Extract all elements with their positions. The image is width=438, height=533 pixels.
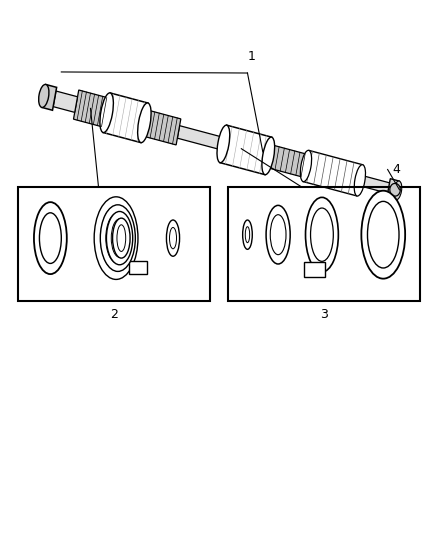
Ellipse shape <box>390 183 400 196</box>
Ellipse shape <box>266 205 290 264</box>
Ellipse shape <box>166 220 180 256</box>
Polygon shape <box>103 93 148 143</box>
Bar <box>304 262 325 277</box>
Ellipse shape <box>111 219 128 257</box>
Ellipse shape <box>113 218 130 258</box>
Ellipse shape <box>243 220 252 249</box>
Polygon shape <box>359 175 395 195</box>
Polygon shape <box>220 125 272 175</box>
Ellipse shape <box>106 212 133 265</box>
Ellipse shape <box>367 201 399 268</box>
Ellipse shape <box>311 208 333 261</box>
Text: 1: 1 <box>248 51 256 63</box>
Ellipse shape <box>245 227 250 243</box>
Ellipse shape <box>138 103 151 143</box>
Text: 3: 3 <box>320 308 328 321</box>
Polygon shape <box>177 126 225 150</box>
Polygon shape <box>74 90 110 127</box>
Ellipse shape <box>262 137 275 175</box>
Ellipse shape <box>34 202 67 274</box>
Ellipse shape <box>101 206 131 270</box>
Text: 4: 4 <box>392 163 400 176</box>
Polygon shape <box>42 85 57 110</box>
Ellipse shape <box>170 228 177 249</box>
Ellipse shape <box>39 84 49 108</box>
Polygon shape <box>303 150 363 196</box>
Bar <box>129 261 147 274</box>
Polygon shape <box>266 144 308 177</box>
Ellipse shape <box>39 213 61 263</box>
Ellipse shape <box>354 165 365 196</box>
Ellipse shape <box>117 225 126 252</box>
Bar <box>18 187 210 301</box>
Ellipse shape <box>305 197 338 272</box>
Ellipse shape <box>94 197 138 279</box>
Text: 2: 2 <box>110 308 118 321</box>
Polygon shape <box>387 179 399 200</box>
Ellipse shape <box>100 93 113 133</box>
Ellipse shape <box>270 215 286 255</box>
Ellipse shape <box>106 213 130 263</box>
Ellipse shape <box>300 150 311 182</box>
Ellipse shape <box>393 181 402 200</box>
Bar <box>228 187 420 301</box>
Polygon shape <box>142 110 181 145</box>
Ellipse shape <box>100 205 135 271</box>
Ellipse shape <box>361 191 405 279</box>
Polygon shape <box>53 91 78 112</box>
Ellipse shape <box>217 125 230 163</box>
